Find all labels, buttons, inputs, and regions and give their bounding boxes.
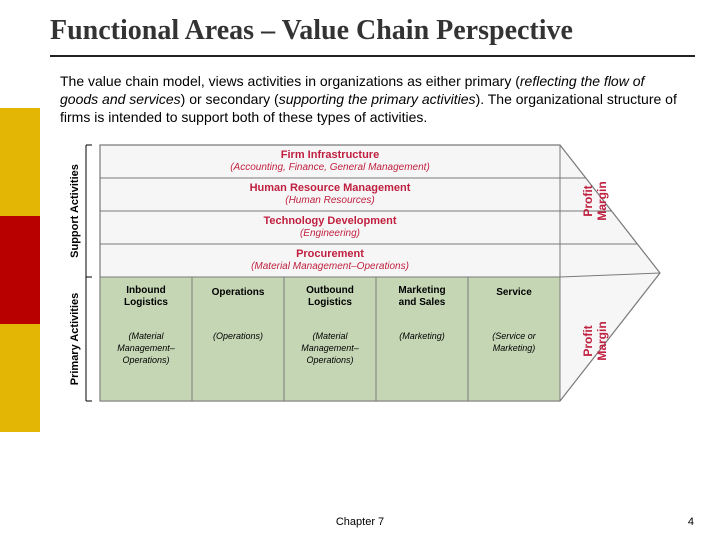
svg-text:(Accounting, Finance, General: (Accounting, Finance, General Management… [230, 162, 430, 173]
svg-text:Marketing): Marketing) [493, 343, 536, 353]
value-chain-diagram: Firm Infrastructure(Accounting, Finance,… [60, 141, 670, 411]
svg-text:Operations): Operations) [122, 355, 169, 365]
svg-text:Operations: Operations [212, 287, 265, 298]
footer-page: 4 [688, 516, 694, 528]
slide-title: Functional Areas – Value Chain Perspecti… [50, 15, 695, 57]
title-sep: – [254, 15, 282, 46]
svg-text:Technology Development: Technology Development [263, 215, 396, 227]
color-sidebar [0, 0, 40, 540]
svg-text:Logistics: Logistics [308, 297, 352, 308]
svg-text:Logistics: Logistics [124, 297, 168, 308]
footer-chapter: Chapter 7 [0, 516, 720, 528]
slide-content: Functional Areas – Value Chain Perspecti… [50, 15, 695, 411]
title-sub: Value Chain Perspective [282, 15, 573, 46]
svg-text:and Sales: and Sales [399, 297, 446, 308]
svg-text:(Service or: (Service or [492, 331, 537, 341]
svg-text:Service: Service [496, 287, 532, 298]
svg-text:Human Resource Management: Human Resource Management [250, 182, 411, 194]
svg-text:(Material: (Material [312, 331, 348, 341]
svg-text:(Material Management–Operation: (Material Management–Operations) [251, 261, 409, 272]
body-paragraph: The value chain model, views activities … [60, 73, 685, 127]
svg-text:(Operations): (Operations) [213, 331, 263, 341]
sb-seg-3 [0, 324, 40, 432]
value-chain-term: value chain [88, 73, 159, 89]
svg-text:Profit: Profit [581, 325, 595, 356]
svg-text:Procurement: Procurement [296, 248, 364, 260]
sb-seg-2 [0, 216, 40, 324]
svg-text:Marketing: Marketing [398, 285, 445, 296]
svg-text:Firm Infrastructure: Firm Infrastructure [281, 149, 379, 161]
svg-text:Support Activities: Support Activities [69, 164, 81, 258]
svg-text:Margin: Margin [595, 181, 609, 220]
svg-text:Outbound: Outbound [306, 285, 354, 296]
svg-text:(Marketing): (Marketing) [399, 331, 445, 341]
sb-seg-0 [0, 0, 40, 108]
svg-text:Management–: Management– [301, 343, 360, 353]
svg-text:Inbound: Inbound [126, 285, 165, 296]
svg-text:Operations): Operations) [306, 355, 353, 365]
svg-text:(Engineering): (Engineering) [300, 228, 360, 239]
svg-text:Primary Activities: Primary Activities [69, 292, 81, 385]
svg-text:Management–: Management– [117, 343, 176, 353]
svg-text:(Human Resources): (Human Resources) [285, 195, 374, 206]
title-main: Functional Areas [50, 15, 254, 46]
svg-text:Profit: Profit [581, 185, 595, 216]
svg-text:Margin: Margin [595, 321, 609, 360]
svg-text:(Material: (Material [128, 331, 164, 341]
sb-seg-1 [0, 108, 40, 216]
